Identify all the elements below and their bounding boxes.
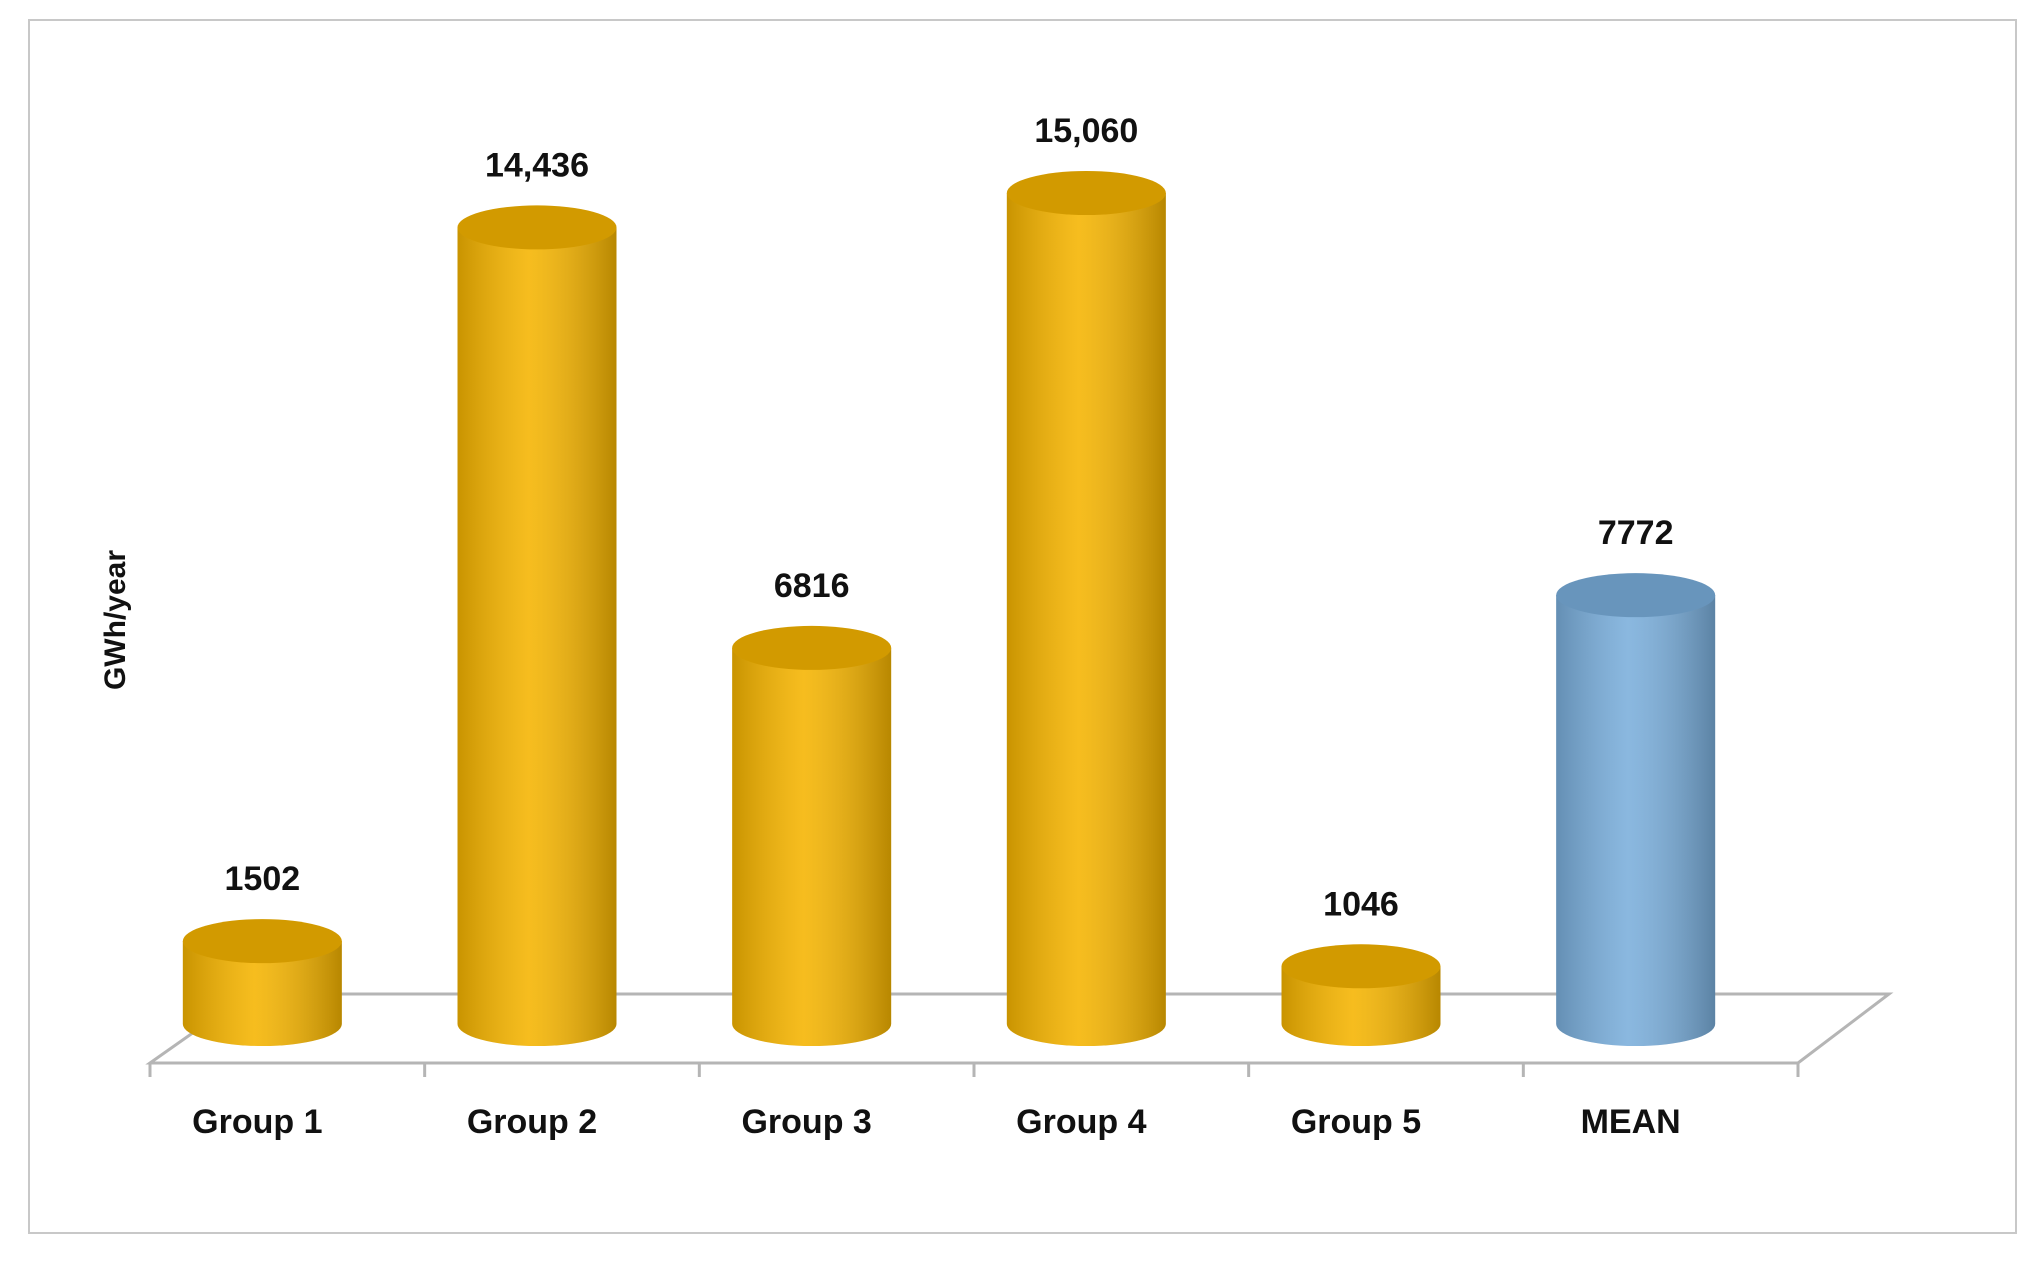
bar-shade [182,941,342,1046]
bar-top [1556,573,1716,618]
bar-top [1281,944,1441,989]
bar-top-shade [457,205,617,250]
value-label: 15,060 [1034,112,1138,150]
x-tick-label: Group 3 [741,1103,871,1141]
y-axis-label: GWh/year [99,550,132,690]
value-label: 14,436 [485,146,589,184]
value-label: 1502 [225,860,301,898]
bar-shade [1556,595,1716,1046]
bar-shade [732,647,892,1046]
value-label: 1046 [1323,885,1399,923]
bar-top-shade [732,625,892,670]
bar-top-shade [1006,171,1166,215]
x-tick-label: Group 4 [1016,1103,1146,1141]
bar-shade [1006,193,1166,1046]
x-tick-label: Group 5 [1291,1103,1421,1141]
x-tick-label: Group 1 [192,1103,322,1141]
bar-top [732,625,892,670]
bar-shade [457,227,617,1046]
bar-top [1006,171,1166,215]
bar-top-shade [1556,573,1716,618]
plot: Group 1 1502 Group 2 14,436 Group 3 6816 Group… [148,112,1800,1141]
bar-top-shade [182,919,342,964]
bar-shade [1281,966,1441,1046]
x-tick-label: MEAN [1581,1103,1681,1141]
x-tick-label: Group 2 [467,1103,597,1141]
value-label: 7772 [1598,514,1674,552]
bar-top [182,919,342,964]
bar-top [457,205,617,250]
bar-top-shade [1281,944,1441,989]
value-label: 6816 [774,567,850,605]
